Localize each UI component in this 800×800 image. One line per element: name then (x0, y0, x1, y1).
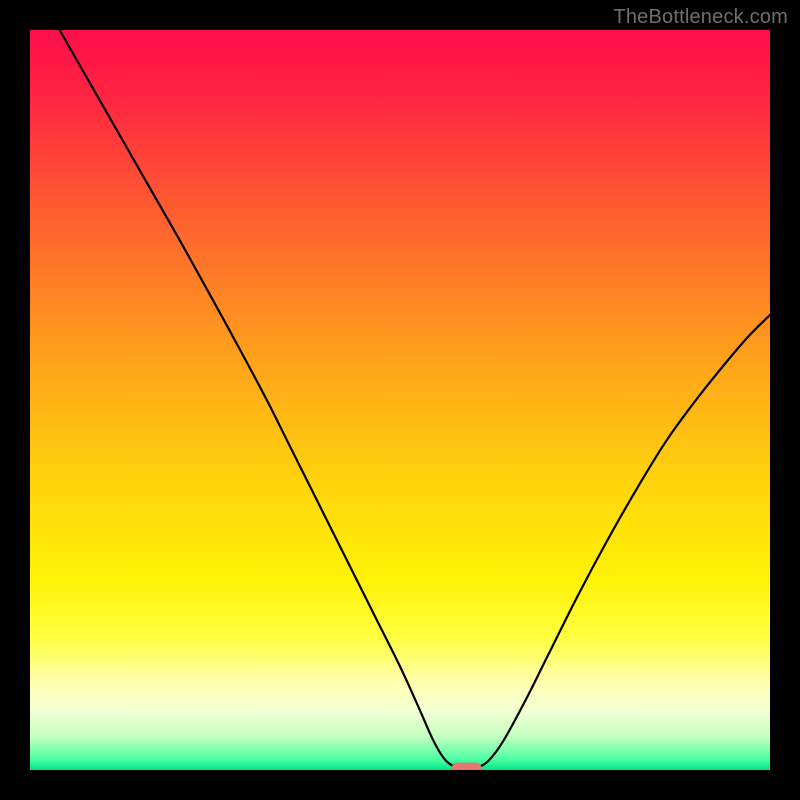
plot-area (30, 30, 770, 770)
bottleneck-chart: TheBottleneck.com (0, 0, 800, 800)
bottleneck-curve (30, 30, 770, 770)
watermark-label: TheBottleneck.com (613, 6, 788, 29)
optimum-marker (452, 763, 482, 770)
